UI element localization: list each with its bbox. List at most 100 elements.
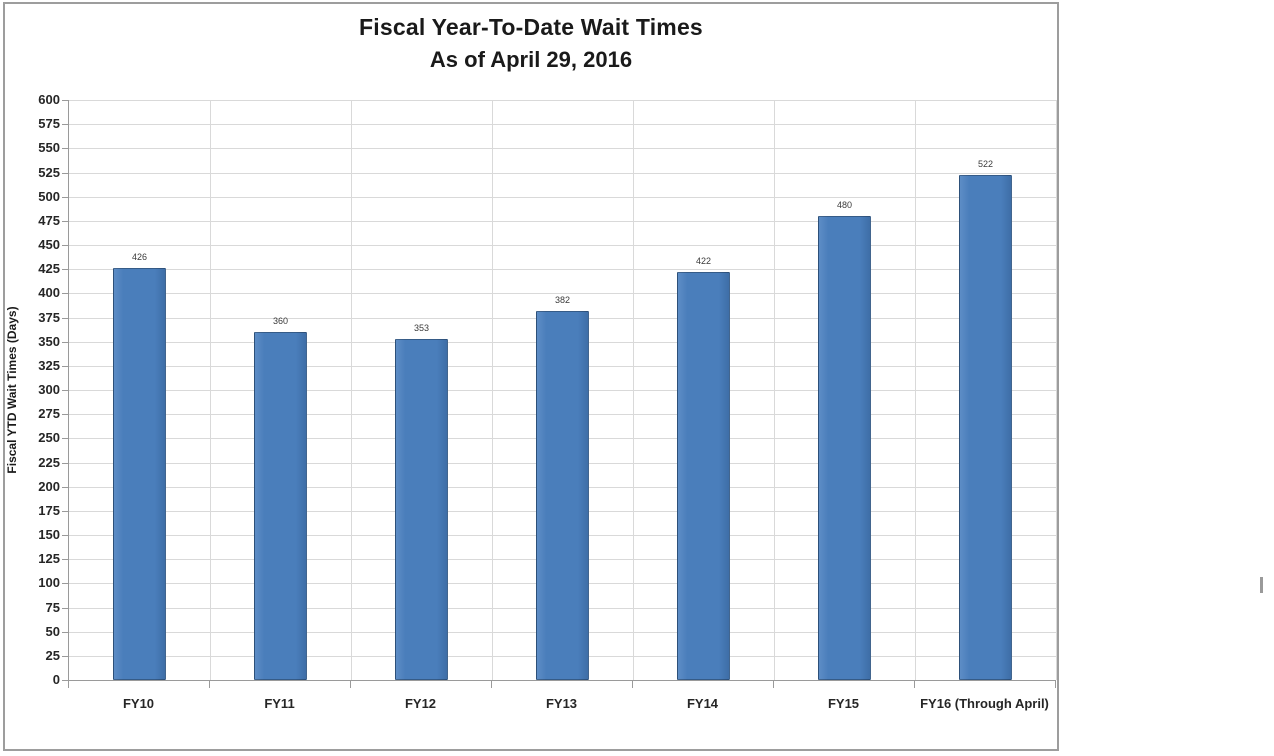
h-gridline (69, 293, 1056, 295)
y-axis-title: Fiscal YTD Wait Times (Days) (5, 306, 19, 474)
y-tick-mark (62, 293, 68, 295)
y-tick-label: 150 (38, 527, 60, 542)
y-tick-mark (62, 100, 68, 101)
y-tick-mark (62, 486, 68, 488)
y-tick-mark (62, 631, 68, 633)
y-tick-label: 450 (38, 237, 60, 252)
y-tick-mark (62, 462, 68, 464)
y-tick-label: 25 (45, 647, 60, 663)
bar (677, 272, 730, 680)
chart-title-block: Fiscal Year-To-Date Wait Times As of Apr… (5, 14, 1057, 73)
y-tick-label: 300 (38, 382, 60, 397)
x-tick-mark (1055, 680, 1056, 688)
bar-value-label: 353 (413, 323, 430, 333)
y-tick-mark (62, 438, 68, 440)
y-tick-mark (62, 680, 68, 681)
y-tick-mark (62, 414, 68, 416)
h-gridline (69, 269, 1056, 271)
y-tick-label: 75 (45, 599, 60, 615)
y-tick-label: 500 (38, 188, 60, 204)
y-tick-mark (62, 583, 68, 585)
y-tick-label: 525 (38, 164, 60, 180)
x-tick-mark (773, 680, 774, 688)
v-gridline (774, 100, 775, 680)
x-category-label: FY15 (827, 696, 860, 711)
y-tick-mark (62, 535, 68, 536)
chart-subtitle: As of April 29, 2016 (429, 47, 633, 72)
h-gridline (69, 220, 1056, 222)
h-gridline (69, 245, 1056, 246)
bar (113, 268, 166, 680)
y-tick-label: 250 (38, 430, 60, 446)
y-tick-mark (62, 559, 68, 561)
y-tick-mark (62, 317, 68, 319)
chart-frame: Fiscal Year-To-Date Wait Times As of Apr… (3, 2, 1059, 751)
v-gridline (1056, 100, 1057, 680)
h-gridline (69, 100, 1056, 101)
y-tick-label: 400 (38, 285, 60, 301)
bar-value-label: 426 (131, 252, 148, 262)
y-tick-label: 550 (38, 140, 60, 156)
y-tick-label: 200 (38, 478, 60, 494)
x-tick-mark (68, 680, 69, 688)
y-tick-label: 100 (38, 575, 60, 591)
edge-artifact-mark (1260, 577, 1263, 593)
v-gridline (492, 100, 493, 680)
bar (536, 311, 589, 680)
y-tick-label: 600 (38, 92, 60, 107)
h-gridline (69, 196, 1056, 198)
v-gridline (351, 100, 352, 680)
x-category-label: FY10 (122, 696, 155, 711)
y-tick-label: 325 (38, 357, 60, 373)
bar (395, 339, 448, 680)
y-tick-mark (62, 269, 68, 271)
v-gridline (633, 100, 634, 680)
x-category-label: FY16 (Through April) (920, 696, 1049, 711)
bar (818, 216, 871, 680)
y-tick-label: 125 (38, 551, 60, 567)
x-tick-mark (209, 680, 210, 688)
x-category-label: FY14 (686, 696, 719, 711)
v-gridline (915, 100, 916, 680)
y-tick-label: 575 (38, 116, 60, 132)
y-tick-mark (62, 148, 68, 150)
bar-value-label: 522 (977, 159, 994, 169)
plot-area: 426 360 353 382 422 480 522 (68, 100, 1057, 681)
y-tick-label: 350 (38, 333, 60, 349)
bar-value-label: 382 (554, 295, 571, 305)
y-tick-label: 375 (38, 309, 60, 325)
h-gridline (69, 124, 1056, 126)
x-category-label: FY13 (545, 696, 578, 711)
bar (254, 332, 307, 680)
y-tick-mark (62, 196, 68, 198)
x-tick-mark (491, 680, 492, 688)
x-tick-mark (632, 680, 633, 688)
bar (959, 175, 1012, 680)
v-gridline (210, 100, 211, 680)
y-tick-mark (62, 607, 68, 609)
y-tick-mark (62, 365, 68, 367)
y-tick-mark (62, 341, 68, 343)
y-tick-label: 475 (38, 212, 60, 228)
y-tick-mark (62, 245, 68, 246)
bar-value-label: 422 (695, 256, 712, 266)
bar-value-label: 360 (272, 316, 289, 326)
chart-title: Fiscal Year-To-Date Wait Times (359, 14, 703, 40)
bar-value-label: 480 (836, 200, 853, 210)
h-gridline (69, 172, 1056, 174)
y-tick-label: 175 (38, 502, 60, 518)
x-tick-mark (350, 680, 351, 688)
y-tick-label: 275 (38, 406, 60, 422)
x-category-label: FY11 (264, 696, 295, 711)
h-gridline (69, 148, 1056, 150)
y-tick-label: 425 (38, 261, 60, 277)
y-tick-label: 0 (52, 672, 60, 687)
y-tick-mark (62, 220, 68, 222)
y-tick-mark (62, 390, 68, 391)
y-tick-mark (62, 124, 68, 126)
x-tick-mark (914, 680, 915, 688)
y-tick-mark (62, 172, 68, 174)
y-tick-mark (62, 510, 68, 512)
y-tick-label: 50 (45, 623, 60, 639)
y-tick-label: 225 (38, 454, 60, 470)
